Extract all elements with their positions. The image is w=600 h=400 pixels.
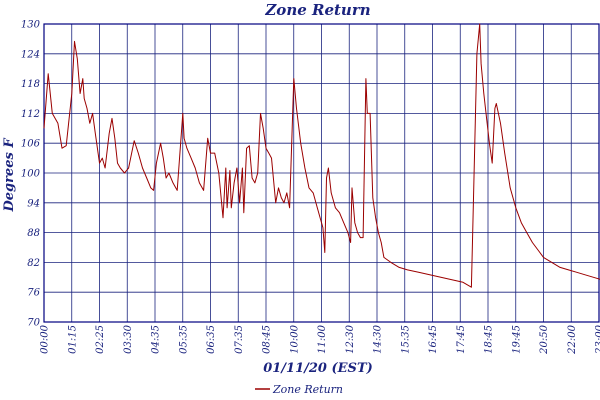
y-tick-label: 88 <box>27 228 40 239</box>
x-tick-label: 17:45 <box>456 325 467 354</box>
x-tick-label: 06:35 <box>206 325 217 354</box>
x-tick-label: 01:15 <box>67 325 78 354</box>
x-tick-label: 04:35 <box>151 325 162 354</box>
x-tick-label: 16:45 <box>428 325 439 354</box>
series-group <box>43 23 600 288</box>
x-tick-label: 18:45 <box>484 325 495 354</box>
x-tick-labels: 00:00 01:15 02:25 03:30 04:35 05:35 06:35 07:35… <box>40 324 600 354</box>
x-tick-label: 12:30 <box>345 324 356 353</box>
y-tick-label: 94 <box>27 198 40 209</box>
x-tick-label: 00:00 <box>40 324 51 353</box>
x-axis-label: 01/11/20 (EST) <box>263 361 373 376</box>
y-tick-label: 100 <box>21 169 41 180</box>
y-tick-labels: 70 76 82 88 94 100 106 112 118 124 130 <box>21 20 41 329</box>
y-tick-label: 82 <box>27 258 40 269</box>
x-tick-label: 08:45 <box>262 325 273 354</box>
y-tick-label: 118 <box>21 79 40 90</box>
x-tick-label: 03:30 <box>123 324 134 353</box>
x-tick-label: 10:00 <box>289 324 300 353</box>
y-tick-label: 106 <box>21 139 41 150</box>
x-tick-label: 22:00 <box>567 324 578 354</box>
y-tick-label: 112 <box>21 109 40 120</box>
y-tick-label: 124 <box>21 49 40 60</box>
x-tick-label: 15:35 <box>400 325 411 354</box>
plot-frame <box>43 23 600 323</box>
x-tick-label: 05:35 <box>178 325 189 354</box>
legend-label-zone-return: Zone Return <box>272 383 343 396</box>
x-tick-label: 19:45 <box>511 325 522 354</box>
x-tick-label: 23:00 <box>595 324 600 354</box>
y-axis-label: Degrees F <box>2 138 17 213</box>
legend: Zone Return <box>255 383 343 396</box>
series-line-zone-return <box>43 23 600 288</box>
x-tick-label: 11:00 <box>317 324 328 353</box>
y-tick-label: 76 <box>27 288 40 299</box>
grid-lines <box>43 23 600 323</box>
x-tick-label: 02:25 <box>95 325 106 354</box>
x-tick-label: 20:50 <box>539 324 550 354</box>
y-tick-label: 130 <box>21 20 41 31</box>
y-tick-label: 70 <box>27 318 40 329</box>
x-tick-label: 07:35 <box>234 325 245 354</box>
chart-title: Zone Return <box>264 1 370 19</box>
x-tick-label: 14:30 <box>373 324 384 353</box>
